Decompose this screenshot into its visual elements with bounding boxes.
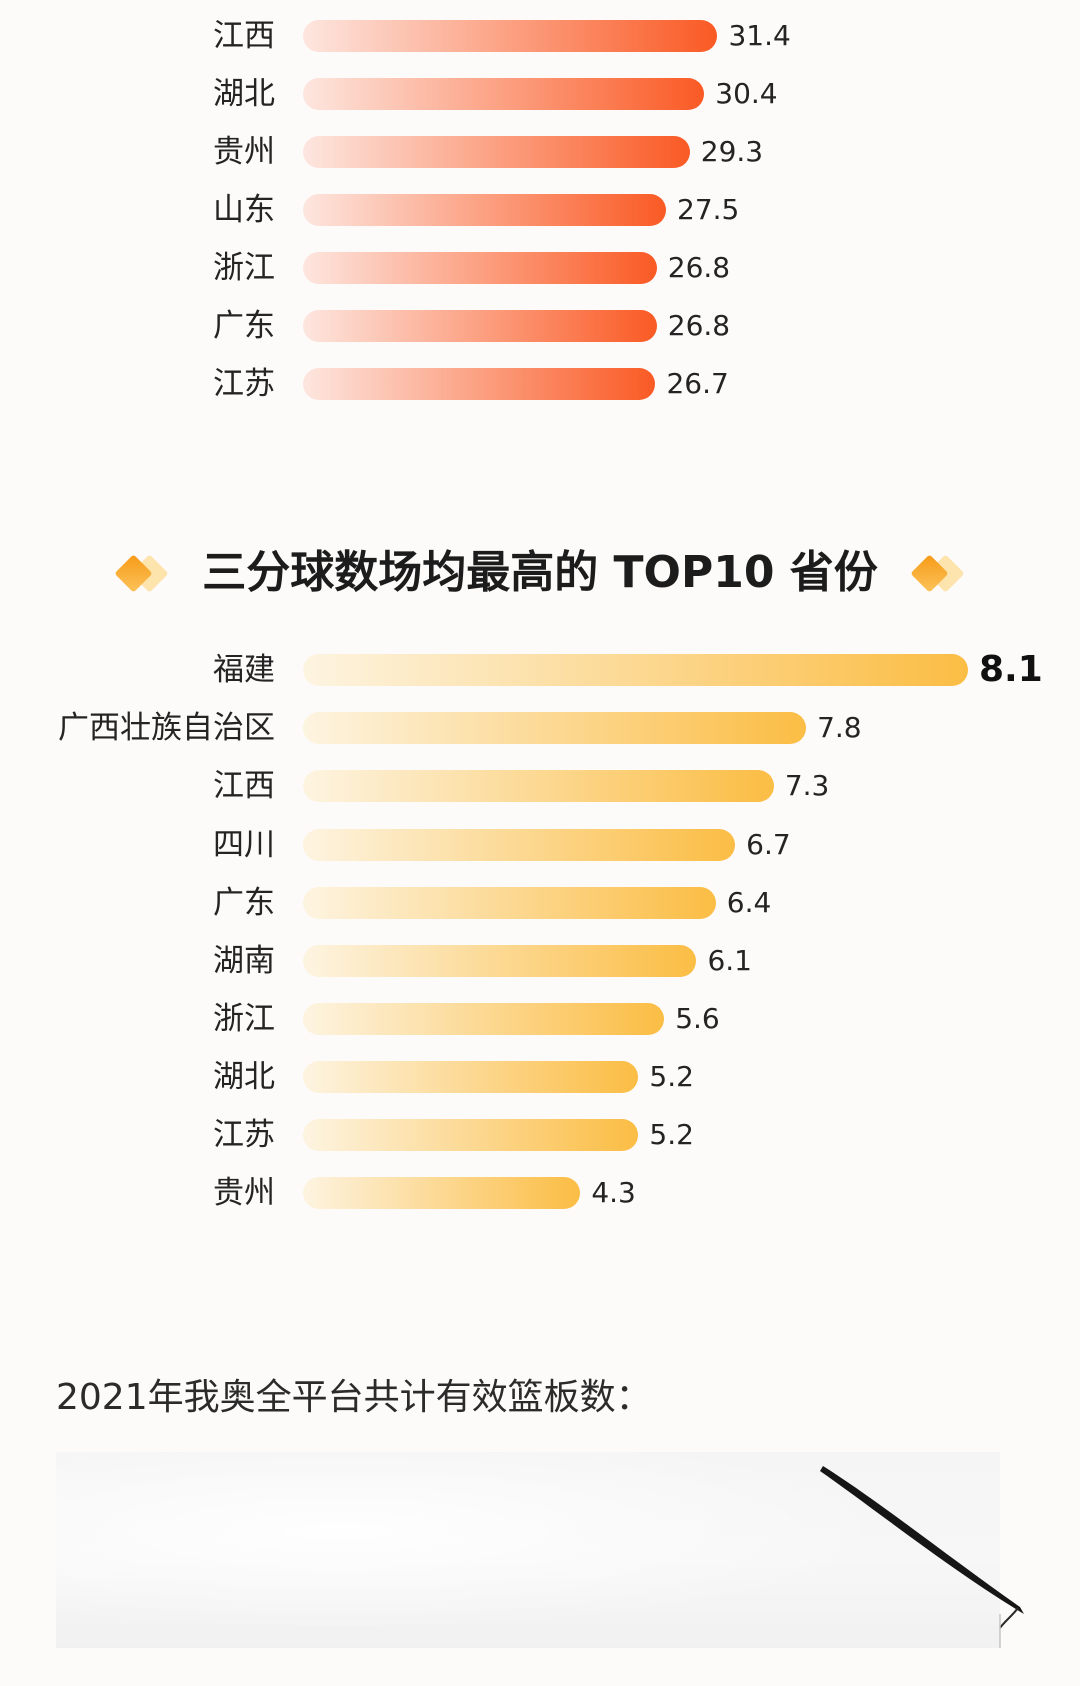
bar-value: 6.7 (746, 827, 791, 861)
bar (303, 770, 774, 803)
bar-label: 湖南 (213, 942, 275, 979)
bar-value: 7.8 (817, 711, 862, 745)
bar-value: 4.3 (591, 1176, 636, 1210)
bar (303, 368, 656, 401)
bar-row: 四川 6.7 (0, 816, 1080, 874)
bar-value: 8.1 (979, 649, 1043, 691)
bar-row: 江苏 5.2 (0, 1106, 1080, 1164)
bar-label: 广东 (213, 884, 275, 921)
bar-row: 山东 27.5 (0, 181, 1080, 239)
bar-label: 浙江 (213, 1000, 275, 1037)
bar-row: 江西 7.3 (0, 757, 1080, 815)
bar-value: 27.5 (677, 192, 740, 226)
bar-value: 5.6 (675, 1001, 720, 1035)
bar (303, 712, 807, 745)
bar-label: 山东 (213, 191, 275, 228)
bar-label: 贵州 (213, 133, 275, 170)
bar-label: 福建 (213, 652, 275, 689)
bar-label: 广西壮族自治区 (58, 710, 275, 747)
bar (303, 135, 690, 168)
bar-label: 贵州 (213, 1175, 275, 1212)
bar-row: 福建 8.1 (0, 641, 1080, 699)
bar (303, 251, 657, 284)
bar-value: 5.2 (649, 1059, 694, 1093)
bar-value: 7.3 (784, 769, 830, 803)
bar-value: 26.8 (667, 309, 731, 342)
bar (303, 944, 697, 977)
bar (303, 1060, 639, 1093)
bar-label: 湖北 (213, 1058, 275, 1095)
bar (303, 828, 736, 861)
bar-value: 6.1 (707, 943, 752, 977)
bar (303, 77, 705, 110)
bar-row: 广西壮族自治区 7.8 (0, 699, 1080, 757)
bar-label: 江西 (213, 768, 275, 805)
chart-title: 三分球数场均最高的 TOP10 省份 (202, 547, 878, 598)
bar-value: 5.2 (649, 1118, 694, 1151)
bar-value: 31.4 (728, 18, 791, 52)
title-decoration-right (910, 553, 967, 593)
bar-label: 浙江 (213, 249, 275, 286)
bar (303, 193, 666, 226)
bar-row: 贵州 29.3 (0, 123, 1080, 181)
brush-stroke (820, 1466, 1024, 1648)
bar-label: 江苏 (213, 366, 275, 403)
bar-value: 26.7 (666, 367, 729, 401)
bar-row: 湖北 5.2 (0, 1048, 1080, 1106)
bar-value: 29.3 (700, 134, 764, 168)
bar (303, 19, 718, 52)
bar (303, 1002, 665, 1035)
bar-row: 浙江 26.8 (0, 239, 1080, 297)
bar-row: 广东 6.4 (0, 874, 1080, 932)
bar (303, 654, 968, 687)
bar (303, 310, 657, 342)
bar-row: 贵州 4.3 (0, 1164, 1080, 1222)
bar-label: 江西 (213, 17, 275, 54)
bar (303, 1177, 581, 1210)
bar (303, 1119, 639, 1151)
bar-label: 四川 (213, 826, 275, 863)
bar-value: 6.4 (726, 885, 772, 919)
bar-row: 湖北 30.4 (0, 65, 1080, 123)
bar-value: 30.4 (715, 76, 778, 110)
rebound-intro-text: 2021年我奥全平台共计有效篮板数： (56, 1377, 652, 1418)
bar-value: 26.8 (667, 250, 731, 284)
bar-label: 广东 (213, 308, 275, 344)
bar-label: 江苏 (213, 1117, 275, 1153)
bar-row: 广东 26.8 (0, 297, 1080, 355)
bar-row: 江苏 26.7 (0, 355, 1080, 413)
bar (303, 886, 716, 919)
bar-label: 湖北 (213, 75, 275, 112)
bar-row: 湖南 6.1 (0, 932, 1080, 990)
bar-row: 江西 31.4 (0, 7, 1080, 65)
bar-row: 浙江 5.6 (0, 990, 1080, 1048)
